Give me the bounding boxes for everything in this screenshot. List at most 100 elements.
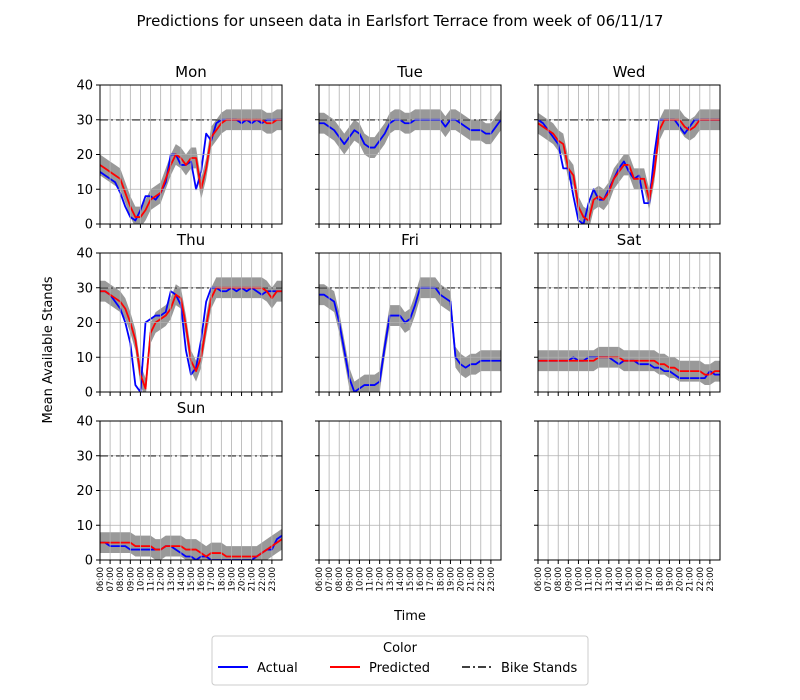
y-tick-label: 30	[76, 449, 93, 464]
x-tick-label: 21:00	[467, 567, 477, 592]
x-tick-label: 09:00	[345, 567, 355, 592]
y-tick-label: 30	[76, 281, 93, 296]
panel-title: Sat	[617, 231, 642, 249]
y-tick-label: 40	[76, 79, 93, 94]
x-tick-label: 21:00	[686, 567, 696, 592]
legend-item-predicted: Predicted	[330, 661, 430, 676]
panel-mon: 0 10 20 30 40 Mon	[76, 63, 283, 233]
x-tick-label: 15:00	[625, 567, 635, 592]
panel-title: Mon	[175, 63, 207, 81]
x-tick-label: 14:00	[615, 567, 625, 592]
x-tick-label: 16:00	[416, 567, 426, 592]
x-tick-label: 09:00	[564, 567, 574, 592]
panel-thu: 0 10 20 30 40 Thu	[76, 231, 283, 401]
x-tick-label: 12:00	[157, 567, 167, 592]
x-tick-label: 06:00	[315, 567, 325, 592]
y-tick-label: 40	[76, 415, 93, 430]
y-axis-label: Mean Available Stands	[41, 276, 56, 423]
y-tick-label: 0	[85, 386, 93, 401]
legend-title: Color	[383, 641, 418, 656]
y-tick-label: 40	[76, 247, 93, 262]
x-tick-label: 20:00	[238, 567, 248, 592]
x-tick-label: 15:00	[187, 567, 197, 592]
x-tick-label: 22:00	[696, 567, 706, 592]
x-tick-label: 19:00	[446, 567, 456, 592]
x-axis-label: Time	[393, 609, 426, 624]
x-tick-label: 10:00	[136, 567, 146, 592]
legend-item-actual: Actual	[218, 661, 298, 676]
x-tick-label: 16:00	[635, 567, 645, 592]
panel-empty-8: 06:00 07:00 08:00 09:00 10:00 11:00 12:00 13:00…	[534, 420, 721, 592]
x-tick-label: 12:00	[376, 567, 386, 592]
x-tick-label: 11:00	[366, 567, 376, 592]
panel-fri: Fri	[315, 231, 502, 396]
x-tick-label: 22:00	[258, 567, 268, 592]
x-tick-label: 19:00	[227, 567, 237, 592]
panel-empty-7: 06:00 07:00 08:00 09:00 10:00 11:00 12:00 13:00…	[315, 420, 502, 592]
x-tick-label: 06:00	[96, 567, 106, 592]
y-tick-label: 0	[85, 218, 93, 233]
legend-frame	[211, 635, 589, 686]
legend: Color Actual Predicted Bike Stands	[211, 635, 589, 686]
legend-entries: Actual Predicted Bike Stands	[218, 661, 578, 676]
x-tick-label: 17:00	[207, 567, 217, 592]
legend-item-bike-stands: Bike Stands	[462, 661, 578, 676]
panel-wed: Wed	[534, 63, 721, 228]
panel-title: Thu	[176, 231, 205, 249]
x-tick-label: 07:00	[544, 567, 554, 592]
y-tick-label: 20	[76, 484, 93, 499]
x-tick-label: 16:00	[197, 567, 207, 592]
x-tick-label: 13:00	[605, 567, 615, 592]
x-tick-label: 18:00	[217, 567, 227, 592]
x-tick-label: 06:00	[534, 567, 544, 592]
grid	[537, 84, 720, 225]
x-tick-label: 09:00	[126, 567, 136, 592]
subplot-grid: 0 10 20 30 40 Mon Tue Wed 0 10 20 30 40 Thu Fri Sat 0 10 2…	[76, 63, 721, 592]
x-tick-label: 20:00	[676, 567, 686, 592]
x-tick-label: 23:00	[706, 567, 716, 592]
y-tick-label: 20	[76, 316, 93, 331]
x-tick-label: 20:00	[457, 567, 467, 592]
y-tick-label: 10	[76, 351, 93, 366]
x-tick-label: 07:00	[106, 567, 116, 592]
confidence-band	[319, 109, 501, 158]
panel-title: Tue	[396, 63, 423, 81]
y-tick-label: 0	[85, 554, 93, 569]
x-tick-label: 13:00	[386, 567, 396, 592]
y-tick-label: 30	[76, 113, 93, 128]
legend-label: Predicted	[369, 661, 430, 676]
x-tick-label: 18:00	[436, 567, 446, 592]
x-tick-label: 22:00	[477, 567, 487, 592]
x-tick-label: 08:00	[335, 567, 345, 592]
y-tick-label: 10	[76, 183, 93, 198]
x-tick-label: 12:00	[595, 567, 605, 592]
panel-title: Wed	[613, 63, 646, 81]
x-tick-label: 17:00	[426, 567, 436, 592]
x-tick-label: 07:00	[325, 567, 335, 592]
x-tick-label: 14:00	[177, 567, 187, 592]
figure-title: Predictions for unseen data in Earlsfort…	[137, 12, 664, 30]
x-tick-label: 14:00	[396, 567, 406, 592]
confidence-band	[319, 277, 501, 392]
x-tick-label: 11:00	[585, 567, 595, 592]
y-tick-label: 10	[76, 519, 93, 534]
x-tick-label: 10:00	[574, 567, 584, 592]
x-tick-label: 21:00	[248, 567, 258, 592]
x-tick-label: 08:00	[116, 567, 126, 592]
x-tick-label: 17:00	[645, 567, 655, 592]
x-tick-label: 23:00	[487, 567, 497, 592]
x-tick-label: 18:00	[655, 567, 665, 592]
grid	[99, 420, 282, 561]
x-tick-label: 23:00	[268, 567, 278, 592]
x-tick-label: 10:00	[355, 567, 365, 592]
panel-sat: Sat	[534, 231, 721, 396]
x-tick-label: 08:00	[554, 567, 564, 592]
legend-label: Bike Stands	[501, 661, 578, 676]
y-tick-label: 20	[76, 148, 93, 163]
panel-tue: Tue	[315, 63, 502, 228]
panel-title: Sun	[177, 399, 206, 417]
x-tick-label: 15:00	[406, 567, 416, 592]
panel-title: Fri	[401, 231, 419, 249]
